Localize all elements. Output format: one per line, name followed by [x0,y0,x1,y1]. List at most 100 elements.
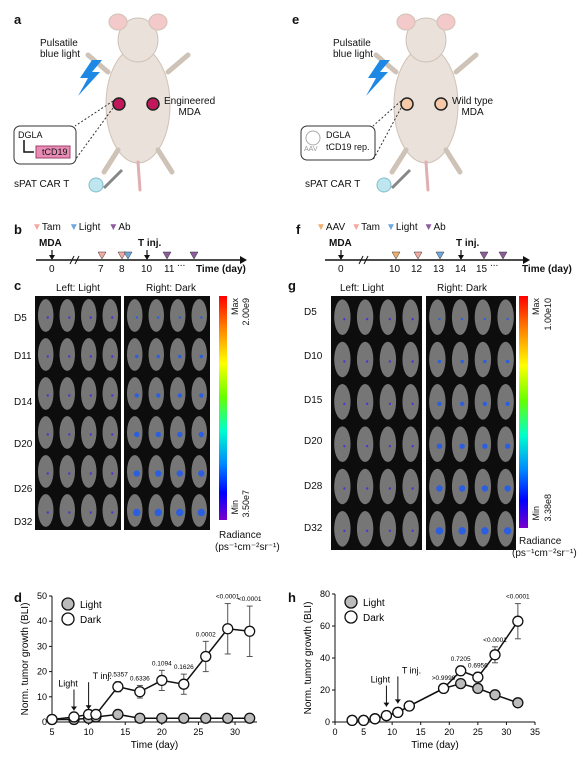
bli-signal [388,444,392,448]
bli-signal [111,472,114,475]
annotation-arrowhead [85,705,92,710]
mouse-silhouette [102,299,118,332]
panel-label-f: f [296,222,301,237]
x-tick-label: 25 [193,727,203,737]
data-point-light [156,712,168,724]
imaging-panel-left-g [331,296,422,550]
tumor-right-dot [146,97,160,111]
mouse-silhouette [451,299,469,335]
cb-max-c: Max [230,298,240,316]
legend-item-tam: ▼Tam [351,222,380,233]
bli-signal [199,354,203,359]
data-point-dark [346,714,358,727]
bli-signal [134,393,139,398]
bli-signal [156,354,160,359]
bli-signal [111,394,114,397]
mouse-silhouette [356,384,374,420]
mouse-silhouette [379,299,397,335]
x-tick-label: 15 [416,727,426,737]
row-label: D14 [14,397,33,408]
mouse-silhouette [102,377,118,410]
x-tick-label: 30 [501,727,511,737]
panel-label-b: b [14,222,22,237]
mouse-silhouette [356,299,374,335]
mouse-silhouette [148,299,164,332]
tinj-label-f: T inj. [456,238,480,249]
bli-signal [343,402,346,406]
radiance-unit-g: (ps⁻¹cm⁻²sr⁻¹) [512,548,577,559]
x-axis-label: Time (day) [411,740,458,751]
bli-signal [365,402,369,406]
mouse-silhouette [59,377,75,410]
tick-b-10: 10 [141,264,153,275]
syringe-icon [390,168,412,190]
cb-min-g: Min [531,506,541,521]
panel-label-e: e [292,12,300,27]
bli-signal [436,485,443,492]
x-tick-label: 30 [230,727,240,737]
timeline-f [325,250,530,265]
legend-f: ▼AAV ▼Tam ▼Light ▼Ab [316,222,446,233]
y-tick-label: 50 [37,591,47,601]
bli-signal [89,316,92,319]
mouse-silhouette [38,338,54,371]
bli-signal [198,431,204,438]
mouse-silhouette [59,338,75,371]
dots-b: ... [177,258,186,269]
cb-min-c: Min [230,500,240,515]
mouse-silhouette [379,511,397,547]
cb-min-val-c: 3.50e7 [241,490,251,518]
tick-f-10: 10 [389,264,401,275]
tumor-left-dot [400,97,414,111]
bli-signal [505,401,510,407]
bli-signal [68,511,71,514]
bli-signal [435,527,444,535]
bli-signal [365,360,369,363]
imaging-mice-g [334,299,514,547]
bli-signal [411,317,414,321]
mouse-silhouette [429,299,446,335]
mouse-silhouette [474,299,492,335]
p-value-label: 0.0002 [196,631,216,638]
mouse-silhouette [451,426,469,462]
tick-f-0: 0 [338,264,344,275]
aav-icon [305,130,321,146]
x-tick-label: 15 [120,727,130,737]
mouse-silhouette [334,299,351,335]
legend-marker-dark [344,610,358,624]
p-value-label: 0.7205 [451,656,471,663]
bli-signal [68,433,71,436]
bli-signal [482,401,488,407]
data-point-dark [46,713,58,726]
mouse-silhouette [102,455,118,488]
data-point-light [455,677,467,690]
bli-signal [458,485,466,492]
row-label: D5 [304,307,317,318]
bli-signal [506,317,509,321]
mouse-silhouette [356,468,374,505]
x-tick-label: 0 [332,727,337,737]
mouse-silhouette [402,426,419,462]
data-point-light [489,689,501,701]
tumor-left-dot [112,97,126,111]
panel-label-a: a [14,12,22,27]
imaging-panel-right-g [426,296,516,550]
bli-signal [482,443,488,449]
legend-label-light: Light [363,598,385,609]
data-point-dark [392,706,404,719]
mouse-silhouette [170,299,186,332]
mouse-silhouette [102,338,118,371]
bli-signal [198,470,205,477]
row-label: D32 [14,517,33,528]
mouse-silhouette [497,341,514,378]
annotation-arrowhead [394,699,401,704]
cb-min-val-g: 3.38e8 [543,494,553,522]
panel-a-schematic [13,13,191,193]
mouse-silhouette [81,494,97,527]
bli-signal [437,401,442,407]
mouse-silhouette [191,377,207,410]
mouse-silhouette [379,426,397,462]
legend-item-light: ▼Light [68,222,101,233]
mouse-silhouette [127,377,143,410]
radiance-unit-c: (ps⁻¹cm⁻²sr⁻¹) [215,542,280,553]
